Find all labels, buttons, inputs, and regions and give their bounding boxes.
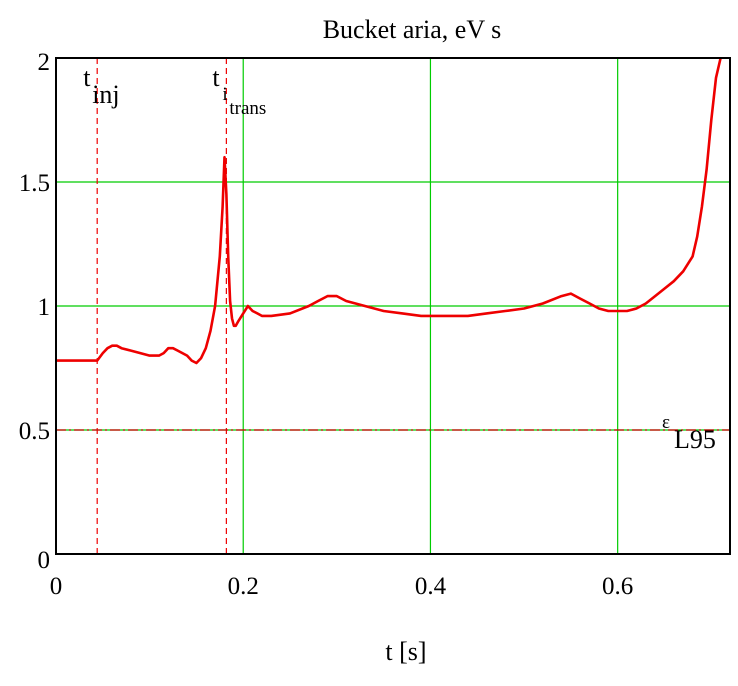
reference-lines	[56, 58, 730, 554]
chart-title: Bucket aria, eV s	[323, 15, 502, 44]
x-tick-label: 0.4	[415, 573, 447, 600]
grid-layer	[56, 58, 730, 554]
marker-label-sub: inj	[92, 80, 119, 109]
x-tick-label: 0	[50, 573, 63, 600]
marker-label-main: t	[83, 63, 91, 92]
y-tick-label: 0.5	[19, 418, 50, 445]
y-tick-label: 0	[38, 547, 51, 574]
marker-label-main: ε	[662, 412, 670, 433]
marker-label-subsub: trans	[229, 98, 266, 119]
marker-label-main: t	[212, 63, 220, 92]
marker-label-sub: L95	[674, 425, 716, 454]
tick-labels: 0 0.2 0.4 0.6 0 0.5 1 1.5 2	[19, 49, 634, 600]
plot-frame	[55, 57, 731, 555]
x-tick-label: 0.6	[602, 573, 633, 600]
y-tick-label: 1.5	[19, 170, 50, 197]
y-tick-label: 2	[38, 49, 51, 76]
series-line	[56, 57, 722, 365]
y-tick-label: 1	[38, 294, 51, 321]
series-layer	[56, 57, 722, 365]
x-axis-label: t [s]	[385, 637, 426, 666]
x-tick-label: 0.2	[228, 573, 259, 600]
marker-label-sub: i	[222, 84, 227, 105]
